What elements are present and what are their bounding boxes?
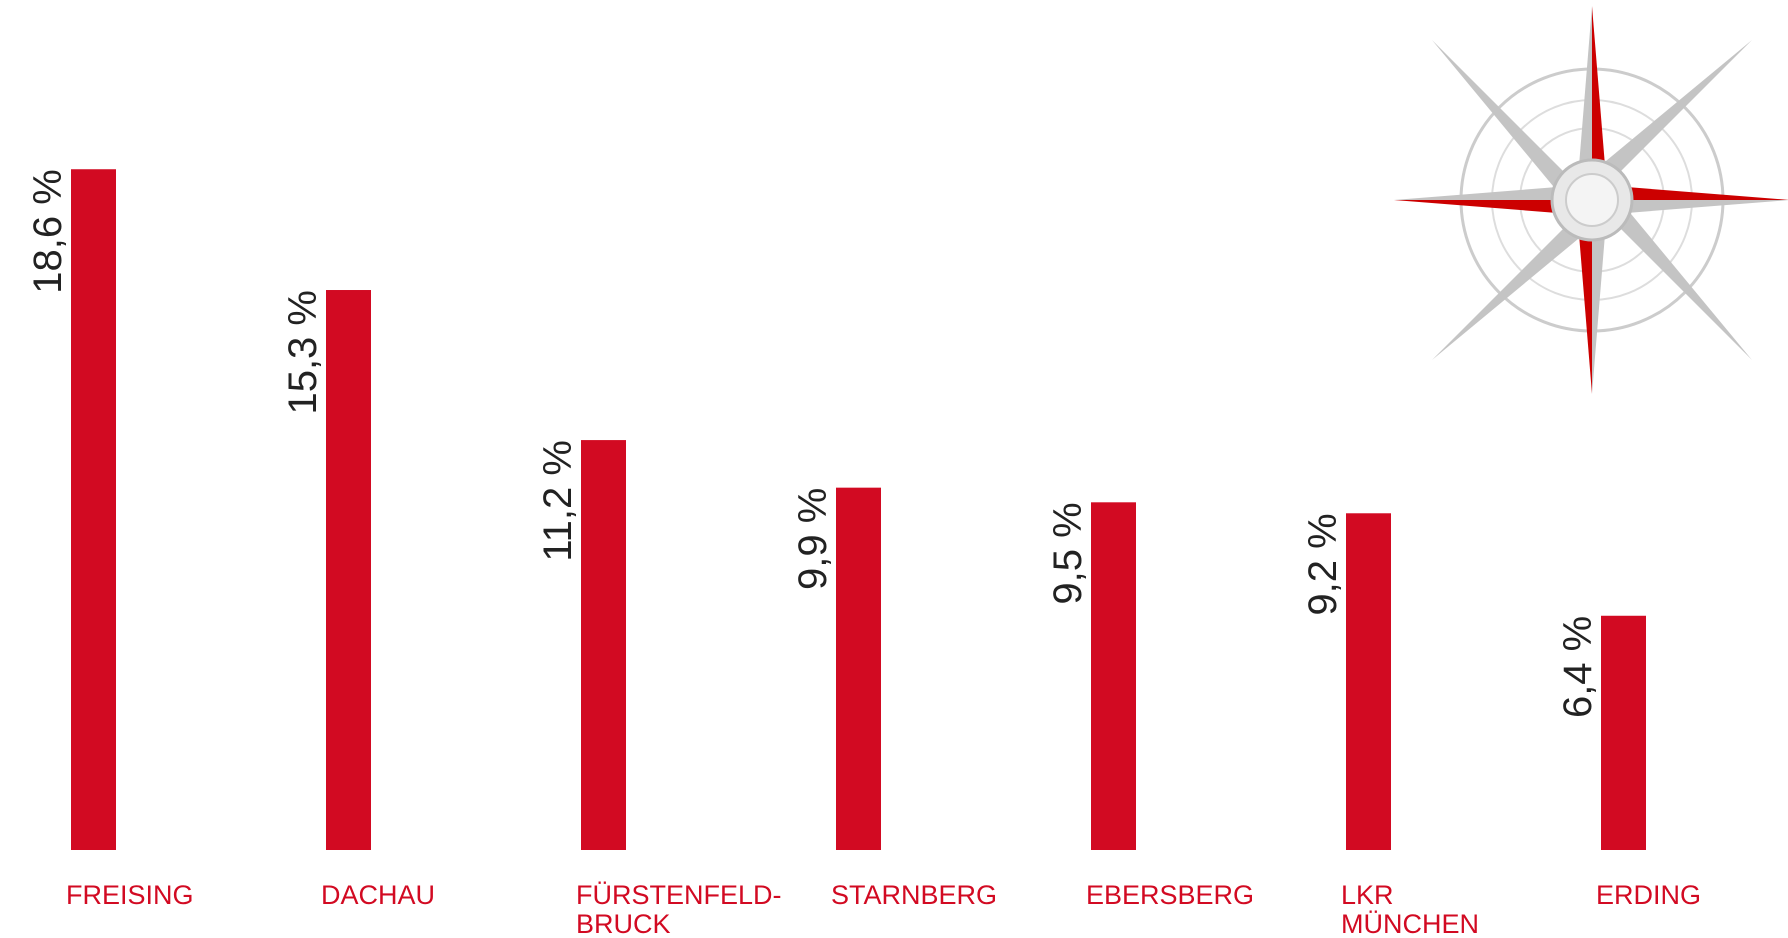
category-label: BRUCK <box>576 909 671 938</box>
bar <box>836 487 881 850</box>
category-label: LKR <box>1341 880 1394 910</box>
category-label: FREISING <box>66 880 194 910</box>
category-label: DACHAU <box>321 880 435 910</box>
category-label: MÜNCHEN <box>1341 909 1479 938</box>
bar <box>1091 502 1136 850</box>
bar <box>326 290 371 850</box>
bar <box>1601 615 1646 850</box>
value-label: 9,2 % <box>1301 513 1345 615</box>
value-label: 18,6 % <box>26 169 70 294</box>
value-label: 6,4 % <box>1556 616 1600 718</box>
category-label: EBERSBERG <box>1086 880 1254 910</box>
bar <box>71 169 116 851</box>
category-label: ERDING <box>1596 880 1701 910</box>
compass <box>1394 6 1788 394</box>
bar <box>1346 513 1391 850</box>
category-label: FÜRSTENFELD- <box>576 880 782 910</box>
value-label: 9,5 % <box>1046 502 1090 604</box>
bar <box>581 440 626 850</box>
category-label: STARNBERG <box>831 880 997 910</box>
value-label: 11,2 % <box>536 440 580 562</box>
value-label: 9,9 % <box>791 488 835 590</box>
value-label: 15,3 % <box>281 290 325 415</box>
